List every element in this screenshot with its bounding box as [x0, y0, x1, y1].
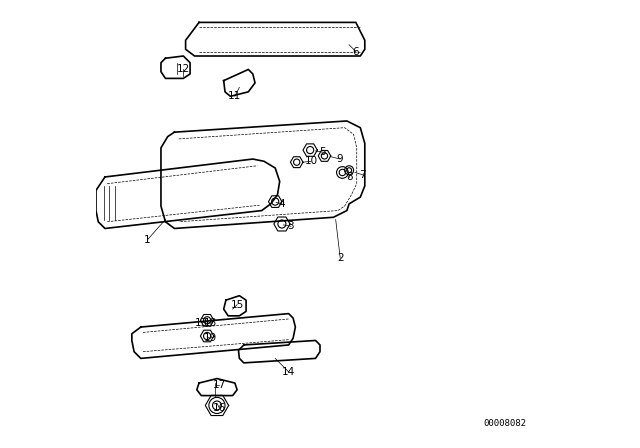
Text: 9: 9 — [337, 154, 344, 164]
Text: 2: 2 — [337, 253, 344, 263]
Text: 15: 15 — [230, 300, 244, 310]
Text: 8: 8 — [346, 172, 353, 182]
Text: 11: 11 — [228, 91, 241, 101]
Text: 1: 1 — [144, 235, 151, 245]
Text: 14: 14 — [282, 367, 295, 377]
Text: 17: 17 — [212, 380, 226, 390]
Text: 4: 4 — [278, 199, 285, 209]
Text: 00008082: 00008082 — [483, 419, 526, 428]
Text: 19: 19 — [204, 333, 217, 343]
Text: 10: 10 — [305, 156, 317, 166]
Text: 7: 7 — [359, 170, 366, 180]
Text: 13: 13 — [195, 318, 208, 327]
Text: 16: 16 — [212, 403, 226, 413]
Text: 18: 18 — [204, 318, 217, 327]
Text: 5: 5 — [319, 147, 326, 157]
Text: 12: 12 — [177, 65, 190, 74]
Text: 6: 6 — [353, 47, 359, 56]
Text: 3: 3 — [287, 221, 294, 231]
